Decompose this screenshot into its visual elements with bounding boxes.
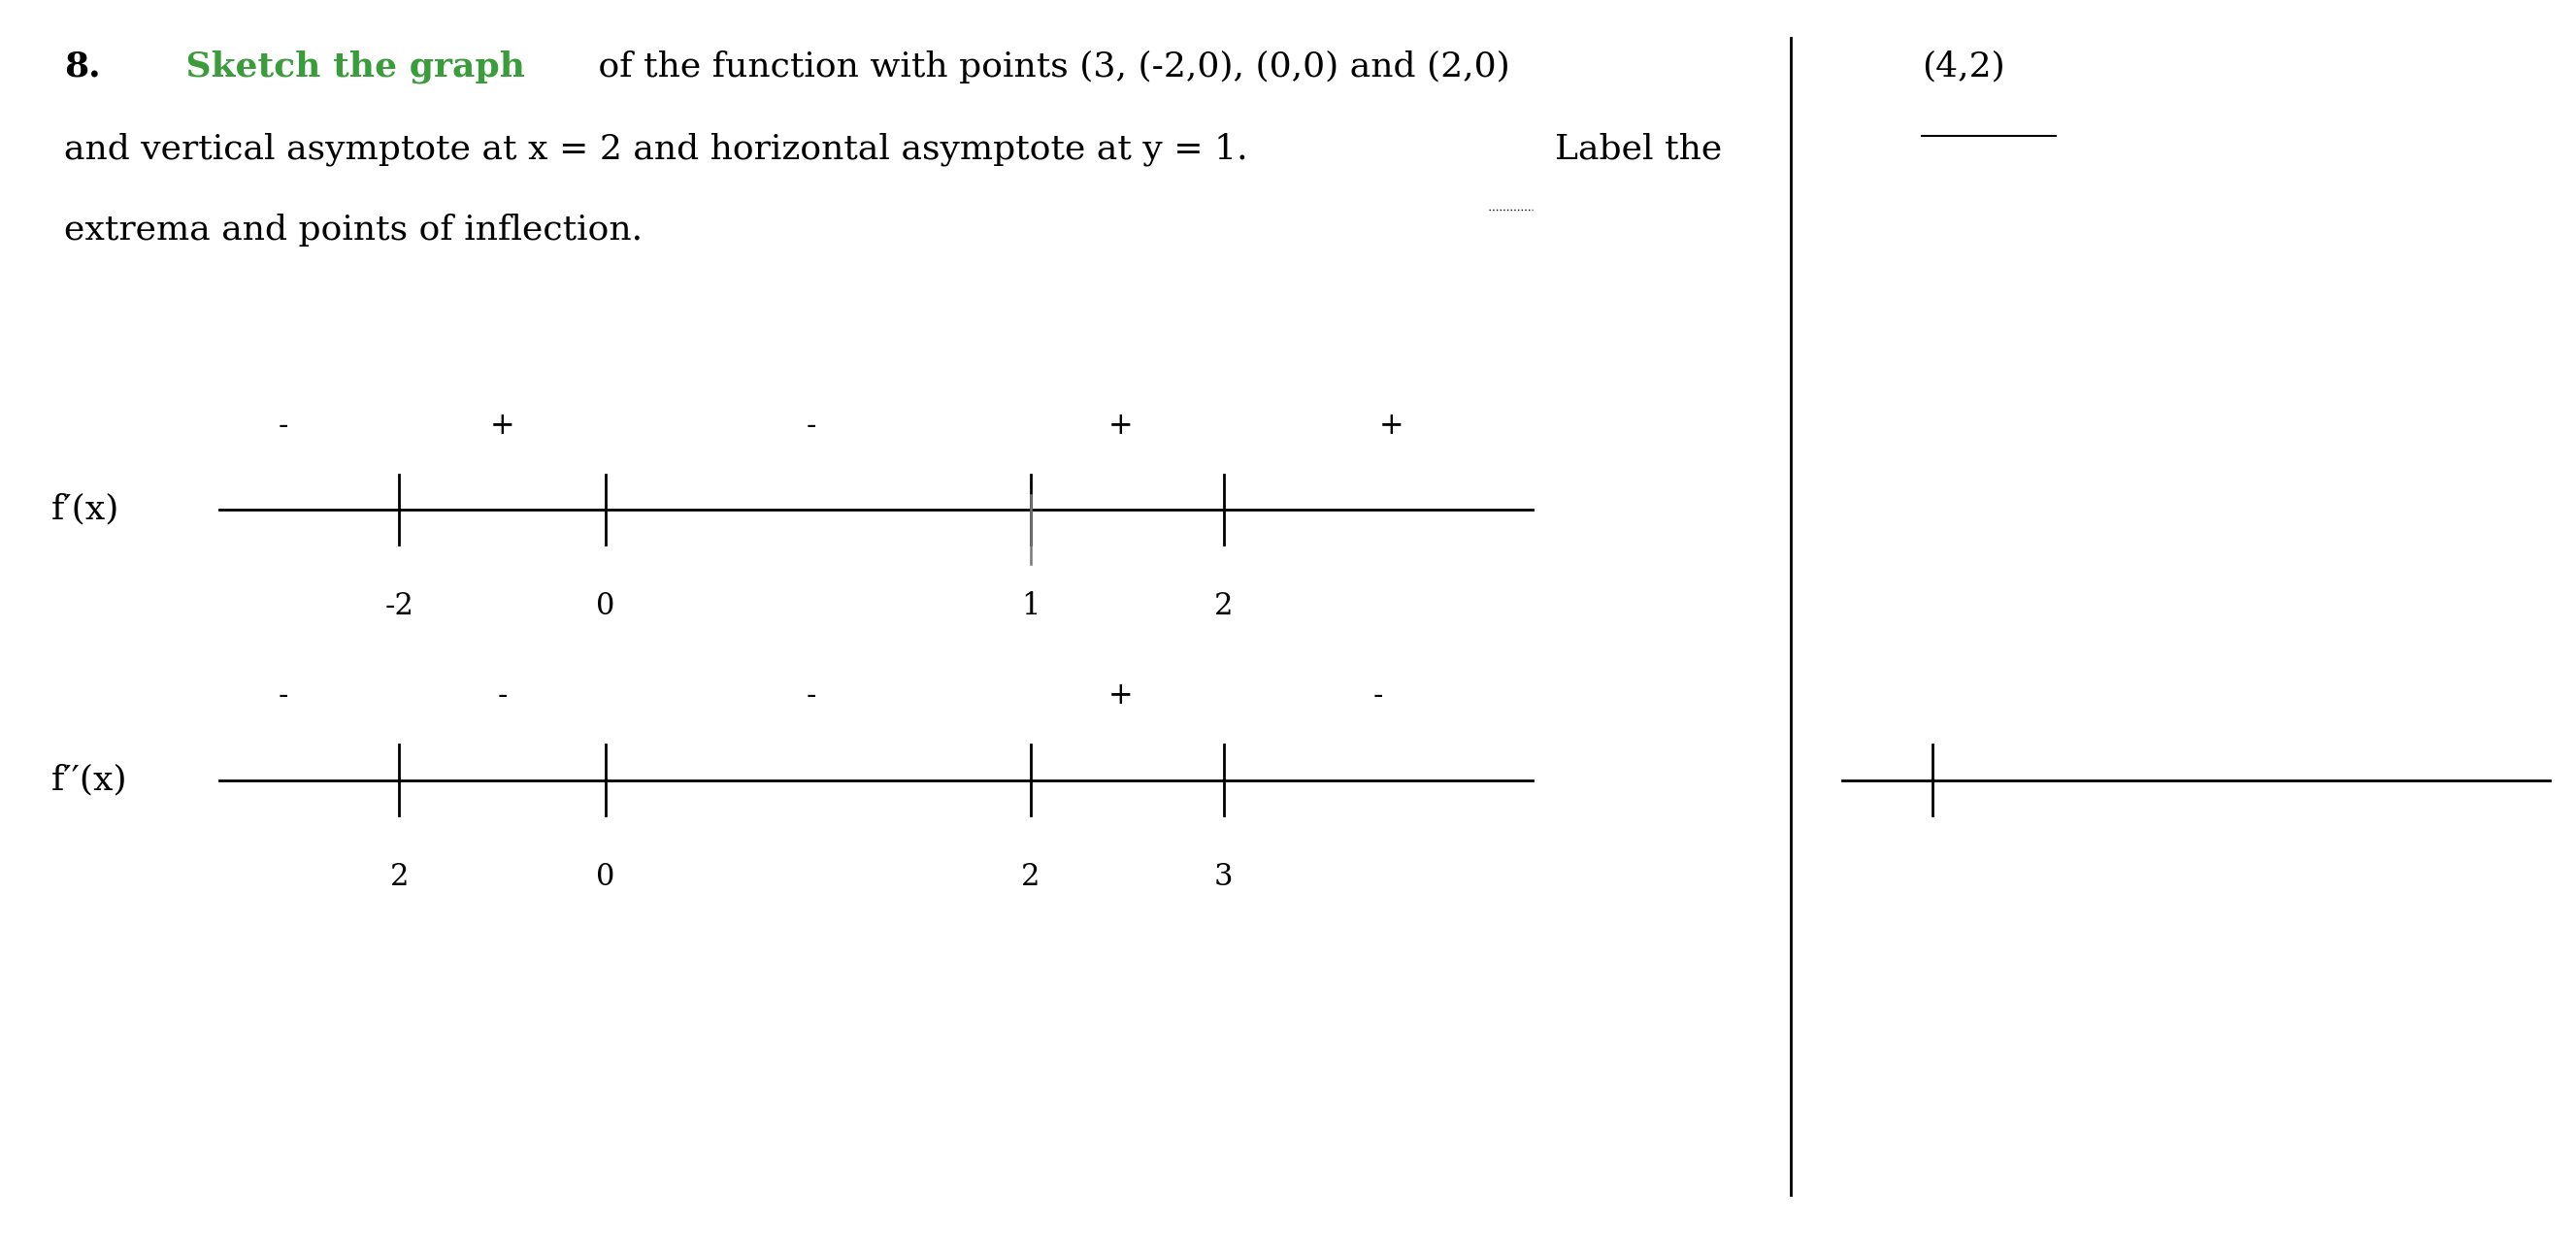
Text: -2: -2 <box>384 591 415 621</box>
Text: f′′(x): f′′(x) <box>52 764 129 796</box>
Text: +: + <box>1378 410 1404 440</box>
Text: -: - <box>497 681 507 711</box>
Text: -: - <box>278 410 289 440</box>
Text: +: + <box>1108 410 1133 440</box>
Text: 3: 3 <box>1213 862 1234 892</box>
Text: Label the: Label the <box>1533 132 1723 165</box>
Text: extrema and points of inflection.: extrema and points of inflection. <box>64 214 644 247</box>
Text: 8.: 8. <box>64 50 100 83</box>
Text: 0: 0 <box>595 862 616 892</box>
Text: Sketch the graph: Sketch the graph <box>137 50 526 84</box>
Text: 1: 1 <box>1020 591 1041 621</box>
Text: -: - <box>1373 681 1383 711</box>
Text: -: - <box>278 681 289 711</box>
Text: (4,2): (4,2) <box>1922 50 2004 83</box>
Text: f′(x): f′(x) <box>52 493 121 526</box>
Text: and vertical asymptote at x = 2 and horizontal asymptote at y = 1.: and vertical asymptote at x = 2 and hori… <box>64 132 1249 166</box>
Text: -: - <box>806 410 817 440</box>
Text: +: + <box>1108 681 1133 711</box>
Text: 0: 0 <box>595 591 616 621</box>
Text: 2: 2 <box>389 862 410 892</box>
Text: +: + <box>489 410 515 440</box>
Text: -: - <box>806 681 817 711</box>
Text: 2: 2 <box>1213 591 1234 621</box>
Text: 2: 2 <box>1020 862 1041 892</box>
Text: of the function with points (3, (-2,0), (0,0) and (2,0): of the function with points (3, (-2,0), … <box>587 50 1510 83</box>
